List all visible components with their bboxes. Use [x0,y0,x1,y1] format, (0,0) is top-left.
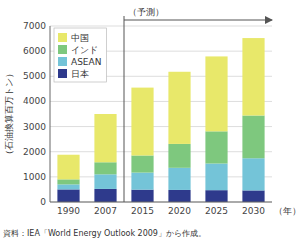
x-tick-label: 2025 [205,206,228,216]
bar-segment [242,158,264,190]
y-tick-label: 7000 [23,21,46,31]
y-tick-label: 2000 [23,147,46,157]
bar-segment [57,179,79,184]
bar-segment [131,88,153,156]
bar-segment [57,155,79,180]
x-tick-label: 2020 [168,206,191,216]
grid-line [50,176,272,177]
bars [57,38,264,202]
bar-segment [94,174,116,189]
bar-segment [131,155,153,172]
legend-swatch [58,69,67,78]
legend-swatch [58,33,67,42]
bar-segment [242,38,264,115]
grid-line [50,26,272,27]
legend-label: 中国 [71,33,89,43]
grid-line [50,101,272,102]
bar-segment [94,114,116,162]
bar-segment [168,144,190,168]
y-axis-label: （石油換算百万トン） [4,69,14,159]
y-tick-label: 1000 [23,172,46,182]
bar-segment [168,168,190,190]
grid [50,26,272,202]
y-axis [50,26,51,202]
bar-segment [57,189,79,202]
forecast-label: （予測） [128,7,164,17]
legend-label: ASEAN [71,57,101,67]
y-tick-label: 5000 [23,71,46,81]
x-tick-label: 1990 [57,206,80,216]
bar-segment [168,190,190,202]
x-tick-label: 2030 [242,206,265,216]
bar-segment [205,164,227,191]
grid-line [50,202,272,203]
grid-line [50,151,272,152]
bar-segment [242,190,264,202]
y-tick-label: 3000 [23,122,46,132]
bar-segment [205,131,227,163]
y-tick-label: 4000 [23,96,46,106]
x-axis [50,202,272,203]
y-tick-label: 6000 [23,46,46,56]
x-axis-label: （年） [274,206,301,216]
source-note: 資料：IEA「World Energy Outlook 2009」から作成。 [3,229,206,238]
bar-segment [205,190,227,202]
legend-label: インド [71,45,98,55]
bar-segment [131,190,153,202]
bar-segment [57,184,79,189]
bar-segment [94,162,116,174]
y-tick-label: 0 [40,197,46,207]
bar-segment [94,189,116,202]
legend-frame [54,28,106,82]
x-tick-label: 2007 [94,206,117,216]
legend-label: 日本 [71,69,89,79]
forecast-divider [124,16,125,202]
legend-swatch [58,57,67,66]
bar-segment [131,173,153,190]
grid-line [50,126,272,127]
legend: 中国インド ASEAN 日本 [54,28,106,82]
bar-segment [205,56,227,131]
forecast-arrow [124,20,272,21]
legend-swatch [58,45,67,54]
bar-segment [242,116,264,159]
chart: 0 1000 2000 3000 4000 5000 6000 7000 1990 2007 201… [0,0,308,240]
x-tick-label: 2015 [131,206,154,216]
bar-segment [168,72,190,144]
